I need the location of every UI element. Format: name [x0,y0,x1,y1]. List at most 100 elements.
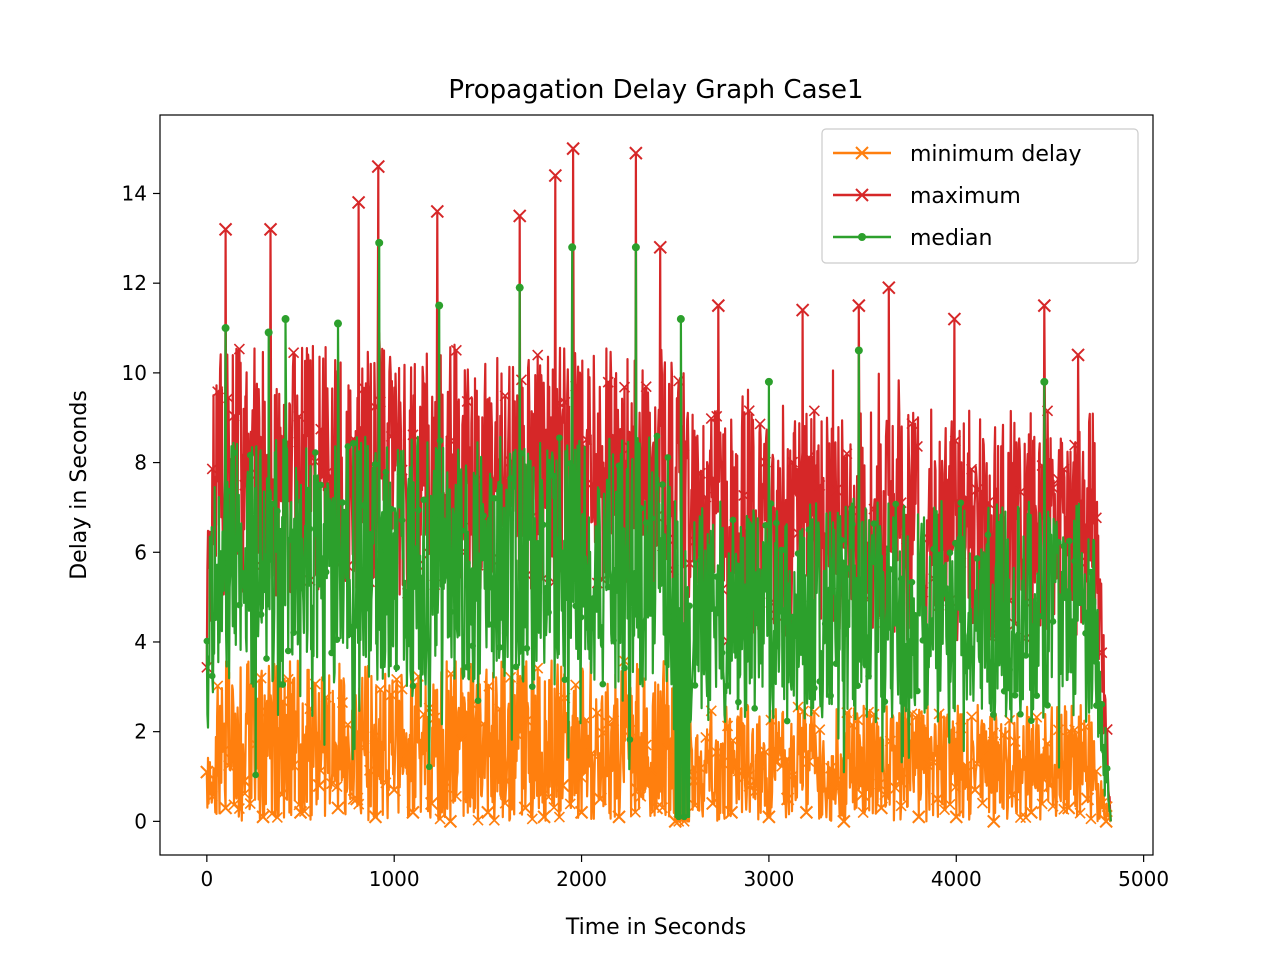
texture-marker [626,736,634,743]
data-point-marker [218,222,233,237]
texture-marker [233,802,245,815]
texture-marker [539,521,547,529]
data-point-marker [574,805,589,820]
texture-marker [409,682,417,690]
texture-marker [583,564,590,571]
data-point-marker [424,796,439,811]
texture-marker [1082,630,1089,637]
data-point-marker [435,301,444,310]
texture-marker [1038,612,1046,620]
texture-marker [1014,486,1027,498]
texture-marker [420,496,428,504]
texture-marker [928,756,940,768]
texture-marker [783,717,791,725]
texture-marker [550,472,558,480]
texture-marker [984,531,992,539]
texture-marker [787,770,799,782]
data-point-marker [387,783,401,797]
texture-marker [312,449,319,456]
y-tick-label: 14 [122,181,147,205]
texture-marker [228,799,240,811]
x-tick-label: 2000 [556,867,607,891]
texture-marker [575,771,587,783]
data-point-marker [837,814,851,829]
texture-marker [767,500,775,507]
texture-marker [924,650,932,657]
texture-marker [559,396,571,408]
texture-marker [496,644,504,651]
texture-marker [436,437,444,445]
texture-marker [425,763,433,771]
texture-marker [528,683,536,690]
texture-marker [1069,439,1081,451]
texture-marker [461,395,473,408]
texture-marker [982,497,994,509]
texture-marker [328,649,335,657]
texture-marker [580,434,593,446]
texture-marker [941,590,948,597]
texture-marker [353,798,365,810]
texture-marker [1014,812,1027,824]
texture-marker [952,539,959,547]
data-point-marker [893,774,907,788]
texture-marker [526,813,538,825]
texture-marker [387,505,395,513]
texture-marker [635,790,647,802]
texture-marker [886,566,894,573]
texture-marker [814,724,826,736]
texture-marker [608,715,620,727]
texture-marker [721,720,734,732]
data-point-marker [1071,348,1085,362]
texture-marker [637,504,645,512]
texture-marker [537,782,549,794]
texture-marker [456,734,468,746]
data-point-marker [987,814,1001,829]
texture-marker [691,682,699,689]
texture-marker [821,620,829,628]
texture-marker [816,678,824,685]
texture-marker [957,499,965,507]
texture-marker [271,811,283,824]
texture-marker [808,405,820,417]
data-point-marker [1061,801,1076,815]
texture-marker [610,637,617,644]
texture-marker [653,432,661,440]
x-tick-label: 5000 [1118,867,1169,891]
texture-marker [333,636,341,643]
texture-marker [640,381,652,393]
texture-marker [317,481,325,489]
texture-marker [580,714,593,726]
texture-marker [803,755,815,767]
texture-marker [217,745,229,757]
data-point-marker [706,796,720,811]
texture-marker [201,766,213,778]
x-tick-label: 4000 [931,867,982,891]
texture-marker [561,676,569,683]
texture-marker [483,680,495,692]
texture-marker [745,612,753,620]
texture-marker [651,731,663,743]
texture-marker [339,499,346,506]
texture-marker [349,439,357,447]
texture-marker [266,808,278,820]
texture-marker [664,454,672,461]
data-point-marker [676,315,685,324]
texture-marker [255,672,267,684]
texture-marker [447,608,455,616]
texture-marker [1047,482,1059,494]
texture-marker [586,747,598,759]
texture-marker [1009,735,1021,747]
texture-marker [315,765,327,777]
data-point-marker [1043,778,1057,793]
texture-marker [935,551,943,559]
texture-marker [680,813,688,821]
texture-marker [488,814,500,826]
texture-marker [469,642,476,650]
texture-marker [1090,765,1102,777]
texture-marker [914,687,921,695]
texture-marker [450,344,462,356]
texture-marker [298,805,311,817]
texture-marker [588,621,596,629]
texture-marker [374,683,386,696]
